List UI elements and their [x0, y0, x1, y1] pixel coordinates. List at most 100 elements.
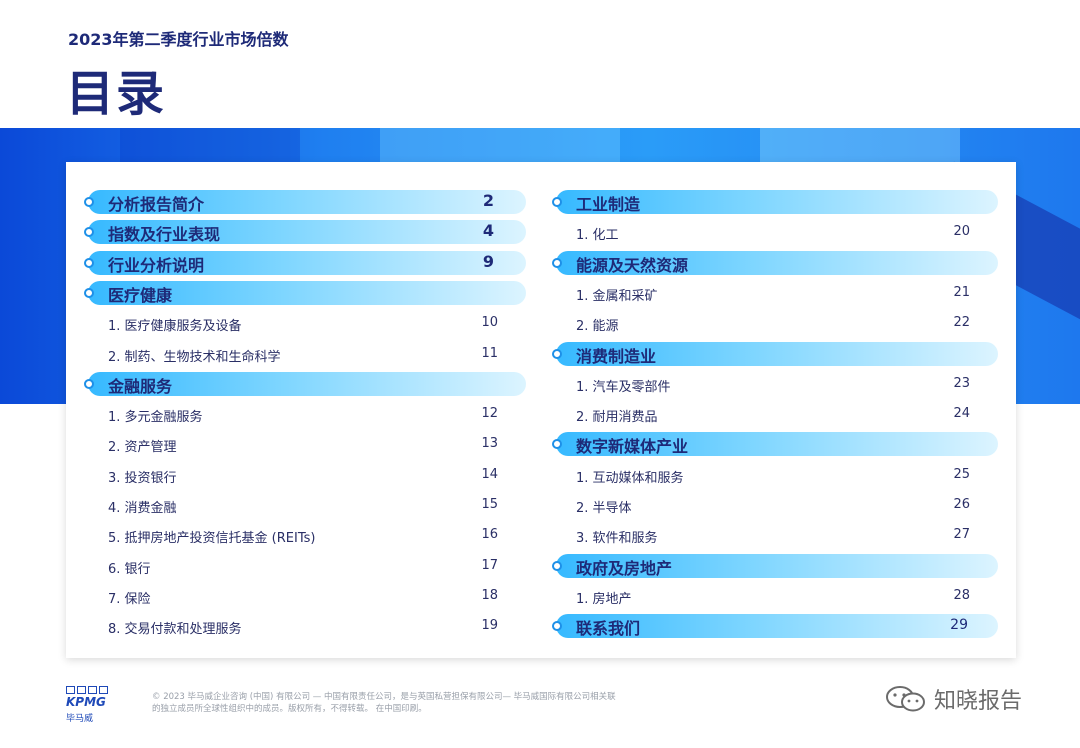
toc-label: 1. 医疗健康服务及设备	[108, 319, 242, 335]
toc-item[interactable]: 8. 交易付款和处理服务 19	[88, 614, 526, 638]
toc-section[interactable]: 行业分析说明 9	[84, 250, 526, 275]
toc-section[interactable]: 能源及天然资源	[552, 250, 998, 275]
toc-label: 政府及房地产	[576, 558, 673, 578]
toc-card: 分析报告简介 2 指数及行业表现 4 行业分析说明 9 医疗健康 1. 医疗健康服务及设备 10…	[66, 162, 1016, 658]
toc-page-number: 10	[481, 315, 498, 331]
kpmg-logo-text: KPMG	[66, 695, 106, 709]
toc-item[interactable]: 1. 化工 20	[556, 220, 998, 244]
toc-item[interactable]: 6. 银行 17	[88, 554, 526, 578]
toc-label: 2. 能源	[576, 319, 619, 335]
bullet-dot-icon	[552, 257, 562, 268]
toc-label: 3. 投资银行	[108, 470, 177, 486]
toc-item[interactable]: 4. 消费金融 15	[88, 493, 526, 517]
toc-label: 能源及天然资源	[576, 255, 689, 275]
toc-page-number: 26	[953, 497, 970, 512]
toc-label: 1. 互动媒体和服务	[576, 470, 684, 486]
toc-item[interactable]: 3. 投资银行 14	[88, 463, 526, 487]
bullet-dot-icon	[84, 257, 94, 268]
copyright-line-1: © 2023 毕马威企业咨询 (中国) 有限公司 — 中国有限责任公司，是与英国…	[152, 692, 616, 702]
page-title: 目录	[66, 66, 167, 122]
toc-page-number: 4	[482, 221, 494, 241]
copyright-text: © 2023 毕马威企业咨询 (中国) 有限公司 — 中国有限责任公司，是与英国…	[152, 691, 672, 715]
bullet-dot-icon	[84, 227, 94, 238]
wechat-icon	[886, 686, 925, 712]
toc-section[interactable]: 分析报告简介 2	[84, 190, 526, 214]
toc-label: 5. 抵押房地产投资信托基金 (REITs)	[108, 531, 316, 547]
toc-label: 2. 耐用消费品	[576, 410, 658, 426]
toc-label: 1. 金属和采矿	[576, 288, 658, 304]
kpmg-logo-cn: 毕马威	[66, 714, 94, 724]
toc-page-number: 25	[953, 466, 970, 482]
toc-page-number: 23	[953, 375, 970, 391]
bullet-dot-icon	[552, 197, 562, 207]
toc-page-number: 21	[953, 284, 970, 300]
toc-label: 2. 制药、生物技术和生命科学	[108, 349, 281, 365]
toc-item[interactable]: 1. 互动媒体和服务 25	[556, 463, 998, 487]
toc-section[interactable]: 指数及行业表现 4	[84, 220, 526, 245]
toc-section[interactable]: 消费制造业	[552, 341, 998, 366]
toc-label: 行业分析说明	[108, 255, 205, 275]
toc-label: 2. 半导体	[576, 501, 632, 516]
toc-item[interactable]: 2. 能源 22	[556, 311, 998, 335]
toc-page-number: 16	[481, 527, 498, 543]
toc-section[interactable]: 工业制造	[552, 190, 998, 214]
toc-item[interactable]: 3. 软件和服务 27	[556, 523, 998, 547]
toc-item[interactable]: 7. 保险 18	[88, 584, 526, 608]
toc-page-number: 29	[950, 617, 968, 634]
toc-page-number: 14	[481, 466, 498, 482]
toc-page-number: 13	[481, 436, 498, 452]
toc-page-number: 12	[481, 406, 498, 422]
toc-item[interactable]: 1. 医疗健康服务及设备 10	[88, 311, 526, 335]
toc-label: 指数及行业表现	[108, 225, 221, 245]
toc-label: 8. 交易付款和处理服务	[108, 622, 242, 638]
toc-label: 1. 房地产	[576, 591, 632, 607]
toc-page-number: 27	[953, 527, 970, 543]
toc-item[interactable]: 1. 汽车及零部件 23	[556, 372, 998, 396]
toc-page-number: 28	[953, 587, 970, 603]
toc-page-number: 24	[953, 406, 970, 422]
toc-page-number: 2	[482, 191, 494, 210]
watermark: 知晓报告	[884, 684, 1022, 714]
toc-page-number: 19	[481, 618, 498, 634]
toc-label: 医疗健康	[108, 285, 173, 305]
toc-page-number: 17	[481, 557, 498, 573]
bullet-dot-icon	[552, 621, 562, 632]
toc-label: 数字新媒体产业	[576, 437, 689, 457]
toc-page-number: 22	[953, 315, 970, 331]
toc-label: 1. 多元金融服务	[108, 410, 203, 426]
bullet-dot-icon	[84, 378, 94, 389]
toc-item[interactable]: 2. 资产管理 13	[88, 432, 526, 456]
toc-label: 金融服务	[108, 376, 173, 396]
toc-section[interactable]: 医疗健康	[84, 280, 526, 305]
toc-label: 1. 汽车及零部件	[576, 379, 671, 395]
toc-label: 1. 化工	[576, 228, 619, 244]
toc-item[interactable]: 1. 房地产 28	[556, 584, 998, 608]
toc-item[interactable]: 1. 金属和采矿 21	[556, 281, 998, 305]
bullet-dot-icon	[84, 197, 94, 207]
toc-item[interactable]: 2. 制药、生物技术和生命科学 11	[88, 342, 526, 366]
report-subtitle: 2023年第二季度行业市场倍数	[68, 30, 289, 49]
toc-item[interactable]: 2. 半导体 26	[556, 493, 998, 517]
toc-label: 2. 资产管理	[108, 440, 177, 456]
toc-label: 7. 保险	[108, 591, 151, 607]
toc-item[interactable]: 1. 多元金融服务 12	[88, 402, 526, 426]
watermark-text: 知晓报告	[934, 689, 1023, 714]
toc-section[interactable]: 政府及房地产	[552, 553, 998, 578]
bullet-dot-icon	[84, 287, 94, 298]
toc-item[interactable]: 5. 抵押房地产投资信托基金 (REITs) 16	[88, 523, 526, 547]
toc-section[interactable]: 数字新媒体产业	[552, 432, 998, 457]
toc-label: 3. 软件和服务	[576, 531, 658, 547]
toc-label: 分析报告简介	[108, 195, 205, 214]
toc-section[interactable]: 金融服务	[84, 371, 526, 396]
bullet-dot-icon	[552, 560, 562, 571]
copyright-line-2: 的独立成员所全球性组织中的成员。版权所有，不得转载。 在中国印刷。	[152, 704, 427, 714]
toc-label: 工业制造	[576, 195, 641, 214]
toc-label: 消费制造业	[576, 346, 657, 366]
toc-item[interactable]: 2. 耐用消费品 24	[556, 402, 998, 426]
toc-section[interactable]: 联系我们 29	[552, 614, 998, 639]
toc-label: 6. 银行	[108, 561, 151, 577]
toc-page-number: 9	[482, 251, 494, 271]
toc-page-number: 20	[953, 224, 970, 240]
toc-page-number: 15	[481, 497, 498, 512]
toc-label: 4. 消费金融	[108, 501, 177, 516]
